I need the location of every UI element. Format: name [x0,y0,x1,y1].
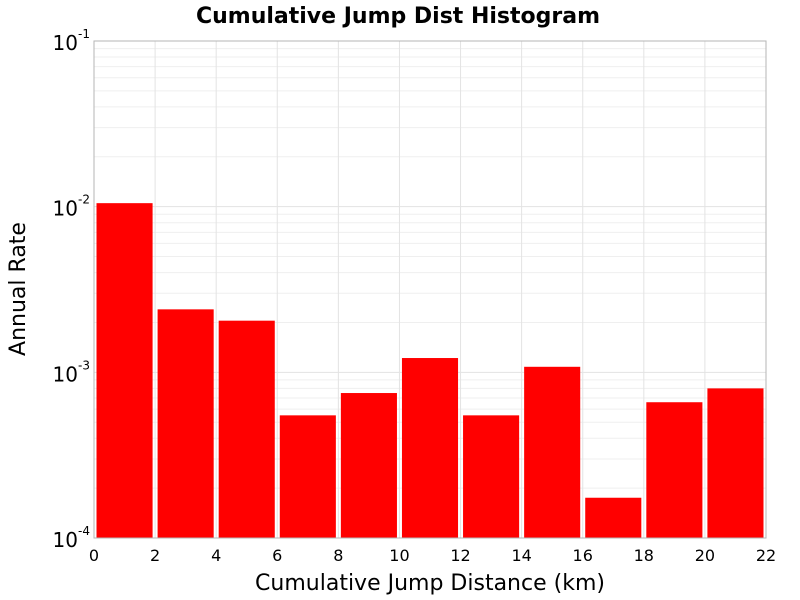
y-tick-exponent: -2 [78,193,90,207]
bar-3 [279,415,336,538]
x-tick-label: 0 [89,546,99,565]
x-tick-label: 22 [756,546,776,565]
plot-frame [93,40,767,539]
bar-4 [340,393,397,538]
x-tick-label: 2 [150,546,160,565]
y-tick-labels: 10-110-210-310-4 [53,27,90,552]
y-tick-label: 10 [53,362,78,386]
x-tick-label: 4 [211,546,221,565]
bars [96,203,764,538]
x-tick-label: 12 [450,546,470,565]
bar-6 [463,415,520,538]
bar-0 [96,203,153,538]
x-tick-label: 14 [511,546,531,565]
x-tick-label: 8 [333,546,343,565]
x-axis-label: Cumulative Jump Distance (km) [255,571,605,596]
bar-1 [157,309,214,538]
y-tick-label: 10 [53,197,78,221]
x-tick-label: 6 [272,546,282,565]
bar-5 [401,358,459,538]
y-tick-label: 10 [53,528,78,552]
chart-title: Cumulative Jump Dist Histogram [196,4,600,29]
bar-10 [707,388,764,538]
y-axis-label: Annual Rate [6,222,31,356]
y-tick-exponent: -1 [78,27,90,41]
bar-9 [646,402,703,538]
y-tick-exponent: -3 [78,358,90,372]
y-tick-exponent: -4 [78,524,90,538]
x-tick-label: 18 [634,546,654,565]
bar-7 [524,366,581,538]
bar-8 [585,497,642,538]
x-tick-label: 20 [695,546,715,565]
x-tick-labels: 0 2 4 6 8 10 12 14 16 18 20 22 [89,546,776,565]
bar-2 [218,320,275,538]
y-tick-label: 10 [53,31,78,55]
x-tick-label: 16 [573,546,593,565]
x-tick-label: 10 [389,546,409,565]
